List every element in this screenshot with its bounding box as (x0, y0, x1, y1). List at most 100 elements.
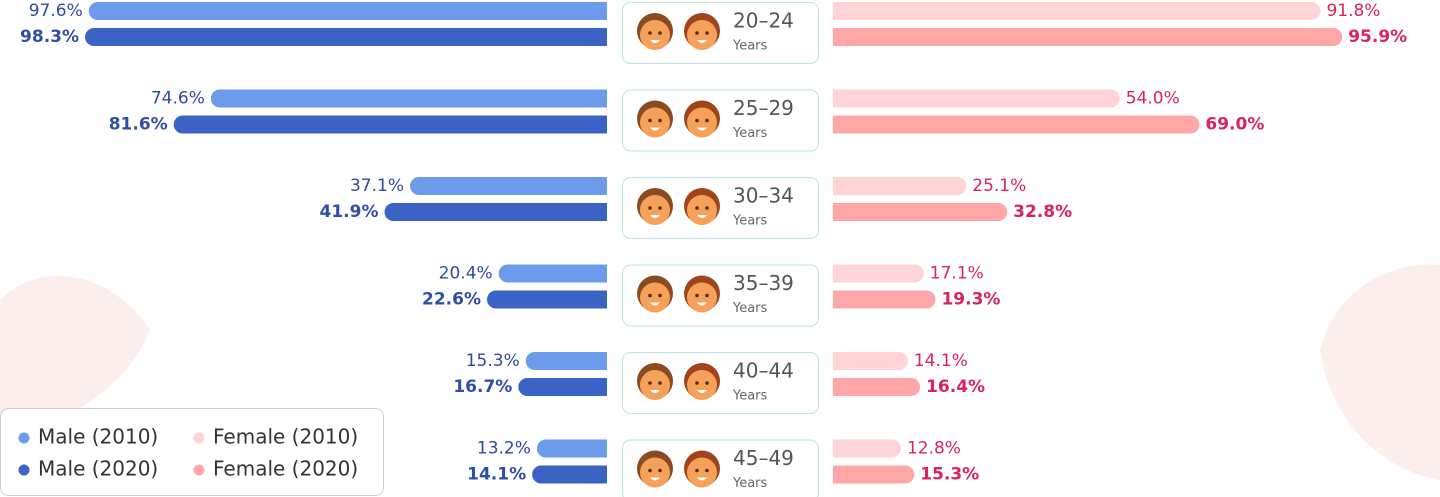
bar (833, 2, 1320, 20)
legend-label: Female (2020) (213, 457, 358, 481)
legend-marker (194, 433, 205, 444)
legend-label: Male (2020) (38, 457, 158, 481)
face (640, 370, 670, 400)
legend-label: Female (2010) (213, 425, 358, 449)
value-label: 22.6% (422, 290, 481, 310)
value-label: 32.8% (1013, 202, 1072, 222)
category-label: 30–34 (733, 184, 794, 208)
bar-square-end (833, 177, 842, 195)
value-label: 95.9% (1348, 27, 1407, 47)
category-label: 20–24 (733, 9, 794, 33)
value-label: 91.8% (1326, 1, 1380, 21)
value-label: 20.4% (439, 264, 493, 284)
eye (695, 469, 699, 473)
bar-square-end (833, 440, 842, 458)
value-label: 41.9% (320, 202, 379, 222)
bar-square-end (598, 352, 607, 370)
bar (833, 265, 924, 283)
bar-square-end (598, 378, 607, 396)
value-label: 14.1% (467, 465, 526, 485)
value-label: 69.0% (1205, 115, 1264, 135)
category-unit: Years (732, 39, 768, 54)
eye (705, 381, 709, 385)
value-label: 12.8% (907, 439, 961, 459)
bar (385, 203, 607, 221)
page: {"chart_data": {"type": "butterfly-bar",… (0, 0, 1440, 497)
legend-marker (19, 465, 30, 476)
bar-square-end (598, 265, 607, 283)
face (640, 195, 670, 225)
bar (833, 378, 920, 396)
value-label: 15.3% (920, 465, 979, 485)
face (687, 370, 717, 400)
bar-square-end (598, 116, 607, 134)
bar-square-end (833, 352, 842, 370)
value-label: 15.3% (466, 351, 520, 371)
bar-square-end (598, 2, 607, 20)
value-label: 98.3% (20, 27, 79, 47)
value-label: 54.0% (1126, 89, 1180, 109)
bar-square-end (598, 440, 607, 458)
bar-square-end (598, 466, 607, 484)
bar-square-end (833, 265, 842, 283)
bar-square-end (598, 291, 607, 309)
bar (85, 28, 607, 46)
face (640, 458, 670, 488)
bar (833, 440, 901, 458)
value-label: 16.7% (453, 377, 512, 397)
eye (658, 206, 662, 210)
value-label: 25.1% (972, 176, 1026, 196)
eye (658, 469, 662, 473)
category-unit: Years (732, 389, 768, 404)
legend-marker (194, 465, 205, 476)
bar-square-end (598, 28, 607, 46)
face (687, 458, 717, 488)
bar-square-end (833, 90, 842, 108)
face (640, 283, 670, 313)
face (640, 20, 670, 50)
eye (695, 119, 699, 123)
bar (833, 28, 1342, 46)
value-label: 13.2% (477, 439, 531, 459)
eye (658, 31, 662, 35)
value-label: 16.4% (926, 377, 985, 397)
bar (833, 466, 914, 484)
bar-square-end (833, 116, 842, 134)
bar (211, 90, 607, 108)
eye (648, 469, 652, 473)
bar (487, 291, 607, 309)
eye (648, 206, 652, 210)
category-unit: Years (732, 301, 768, 316)
bar-square-end (833, 28, 842, 46)
eye (648, 294, 652, 298)
eye (695, 31, 699, 35)
category-unit: Years (732, 126, 768, 141)
bar (518, 378, 607, 396)
eye (705, 31, 709, 35)
face (687, 283, 717, 313)
eye (648, 31, 652, 35)
category-label: 35–39 (733, 271, 794, 295)
value-label: 17.1% (930, 264, 984, 284)
eye (648, 119, 652, 123)
bar (833, 291, 935, 309)
face (640, 108, 670, 138)
value-label: 37.1% (350, 176, 404, 196)
bar-square-end (833, 466, 842, 484)
eye (705, 119, 709, 123)
value-label: 74.6% (151, 89, 205, 109)
eye (705, 206, 709, 210)
eye (695, 206, 699, 210)
eye (705, 294, 709, 298)
category-label: 45–49 (733, 446, 794, 470)
bar (499, 265, 607, 283)
category-label: 40–44 (733, 359, 794, 383)
face (687, 20, 717, 50)
eye (658, 381, 662, 385)
eye (658, 119, 662, 123)
bar-square-end (598, 203, 607, 221)
bar (833, 203, 1007, 221)
bar (833, 177, 966, 195)
bar-square-end (833, 378, 842, 396)
face (687, 195, 717, 225)
